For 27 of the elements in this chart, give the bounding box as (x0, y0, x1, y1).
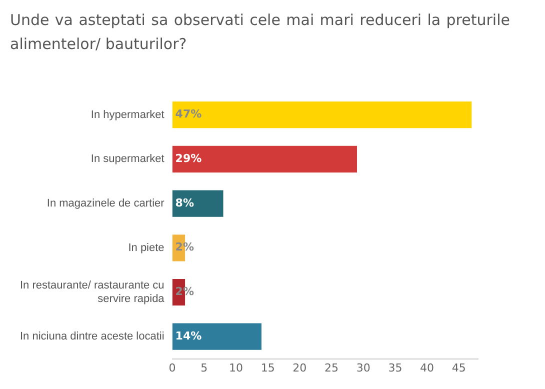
x-tick-label: 10 (228, 361, 243, 374)
y-tick-label: In piete (128, 242, 164, 254)
bar (172, 323, 262, 350)
y-tick-label: In niciuna dintre aceste locatii (20, 330, 164, 343)
data-label: 8% (175, 196, 194, 210)
x-tick-label: 40 (420, 361, 434, 374)
data-label: 29% (175, 152, 202, 166)
bar (172, 101, 472, 128)
x-tick-label: 0 (168, 361, 176, 374)
x-tick-label: 25 (324, 361, 339, 374)
bar (172, 146, 357, 172)
bar (172, 190, 224, 217)
y-tick-label: In restaurante/ rastaurante cu servire rapida (20, 280, 166, 305)
data-label: 2% (175, 240, 194, 254)
y-tick-label: In hypermarket (90, 108, 164, 121)
data-label: 2% (175, 285, 194, 298)
y-tick-label: In magazinele de cartier (46, 198, 165, 210)
x-tick-label: 15 (260, 361, 275, 374)
x-tick-label: 5 (200, 361, 208, 374)
x-tick-label: 35 (388, 361, 402, 374)
x-tick-label: 45 (452, 361, 466, 374)
y-tick-label: In supermarket (90, 153, 164, 166)
x-tick-label: 20 (292, 361, 307, 374)
data-label: 14% (175, 329, 202, 342)
data-label: 47% (175, 108, 202, 121)
x-tick-label: 30 (356, 361, 370, 374)
chart-title: Unde va asteptati sa observati cele mai mari reduceri la preturile alimentelor/ bauturilor? (9, 10, 510, 55)
